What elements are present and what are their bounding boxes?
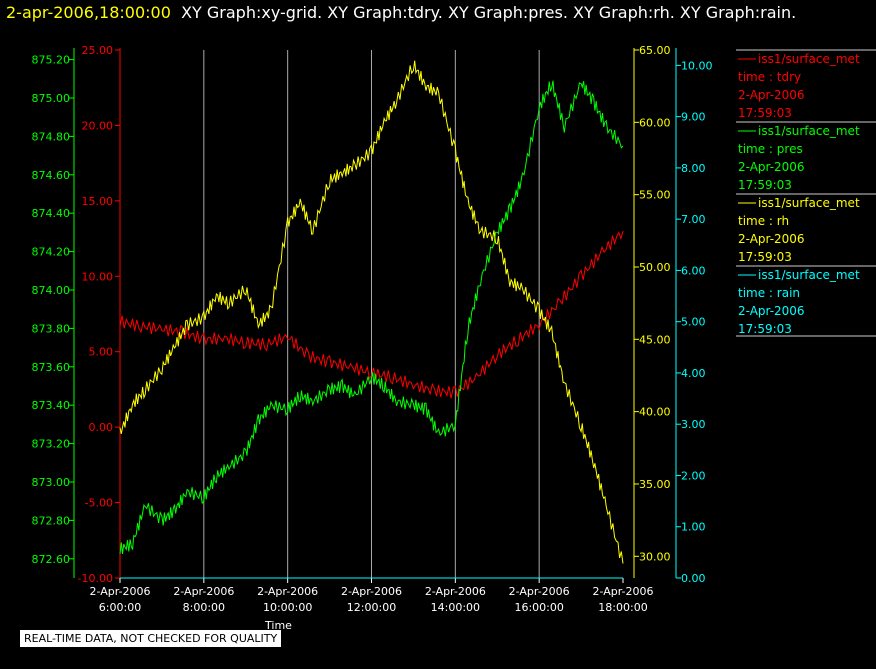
pres-tick-label: 874.20 [32,246,71,259]
series-tdry-line [119,230,624,399]
x-tick-date: 2-Apr-2006 [509,585,570,598]
pres-tick-label: 873.60 [32,361,71,374]
tdry-tick-label: 5.00 [89,346,114,359]
x-tick-time: 6:00:00 [99,601,141,614]
graph-title-bar: 2-apr-2006,18:00:00 XY Graph:xy-grid. XY… [6,3,796,22]
pres-tick-label: 873.00 [32,476,71,489]
rh-tick-label: 40.00 [639,406,671,419]
pres-tick-label: 874.80 [32,130,71,143]
x-tick-time: 12:00:00 [347,601,396,614]
tdry-tick-label: 15.00 [82,195,114,208]
series-pres-line [119,80,624,555]
pres-tick-label: 872.60 [32,553,71,566]
legend-variable-rain: time : rain [738,286,800,300]
x-tick-time: 16:00:00 [514,601,563,614]
x-tick-time: 10:00:00 [263,601,312,614]
graph-names-label: XY Graph:xy-grid. XY Graph:tdry. XY Grap… [181,3,797,22]
pres-tick-label: 874.00 [32,284,71,297]
legend-variable-tdry: time : tdry [738,70,801,84]
x-tick-date: 2-Apr-2006 [592,585,653,598]
pres-tick-label: 874.40 [32,207,71,220]
legend-variable-pres: time : pres [738,142,803,156]
rain-tick-label: 9.00 [681,111,706,124]
rain-tick-label: 3.00 [681,418,706,431]
x-tick-date: 2-Apr-2006 [341,585,402,598]
legend-name-tdry: iss1/surface_met [758,52,860,66]
legend-name-pres: iss1/surface_met [758,124,860,138]
pres-tick-label: 875.00 [32,92,71,105]
legend-time-rh: 17:59:03 [738,250,792,264]
x-axis-label: Time [264,619,292,632]
tdry-tick-label: 20.00 [82,119,114,132]
legend-date-rain: 2-Apr-2006 [738,304,805,318]
quality-notice: REAL-TIME DATA, NOT CHECKED FOR QUALITY [20,630,282,647]
legend-name-rain: iss1/surface_met [758,268,860,282]
x-tick-time: 14:00:00 [431,601,480,614]
rain-tick-label: 10.00 [681,59,713,72]
rain-tick-label: 5.00 [681,316,706,329]
rh-tick-label: 55.00 [639,189,671,202]
tdry-tick-label: 0.00 [89,421,114,434]
x-tick-date: 2-Apr-2006 [425,585,486,598]
x-tick-date: 2-Apr-2006 [89,585,150,598]
series-rh-line [119,60,624,564]
x-tick-date: 2-Apr-2006 [173,585,234,598]
tdry-tick-label: 25.00 [82,44,114,57]
pres-tick-label: 873.40 [32,399,71,412]
rain-tick-label: 7.00 [681,213,706,226]
x-tick-time: 18:00:00 [598,601,647,614]
rain-tick-label: 2.00 [681,469,706,482]
legend-time-rain: 17:59:03 [738,322,792,336]
x-tick-time: 8:00:00 [183,601,225,614]
rain-tick-label: 0.00 [681,572,706,585]
rh-tick-label: 30.00 [639,550,671,563]
legend-time-pres: 17:59:03 [738,178,792,192]
tdry-tick-label: -10.00 [78,572,113,585]
rain-tick-label: 8.00 [681,162,706,175]
legend-date-pres: 2-Apr-2006 [738,160,805,174]
legend-date-rh: 2-Apr-2006 [738,232,805,246]
legend-time-tdry: 17:59:03 [738,106,792,120]
legend-variable-rh: time : rh [738,214,789,228]
rh-tick-label: 35.00 [639,478,671,491]
rain-tick-label: 6.00 [681,264,706,277]
rain-tick-label: 4.00 [681,367,706,380]
legend-date-tdry: 2-Apr-2006 [738,88,805,102]
tdry-tick-label: -5.00 [85,497,113,510]
pres-tick-label: 874.60 [32,169,71,182]
pres-tick-label: 873.80 [32,322,71,335]
rh-tick-label: 50.00 [639,261,671,274]
x-tick-date: 2-Apr-2006 [257,585,318,598]
rh-tick-label: 65.00 [639,44,671,57]
pres-tick-label: 872.80 [32,514,71,527]
pres-tick-label: 875.20 [32,54,71,67]
rain-tick-label: 1.00 [681,521,706,534]
pres-tick-label: 873.20 [32,438,71,451]
tdry-tick-label: 10.00 [82,270,114,283]
legend-name-rh: iss1/surface_met [758,196,860,210]
rh-tick-label: 60.00 [639,116,671,129]
rh-tick-label: 45.00 [639,333,671,346]
timestamp-label: 2-apr-2006,18:00:00 [6,3,171,22]
